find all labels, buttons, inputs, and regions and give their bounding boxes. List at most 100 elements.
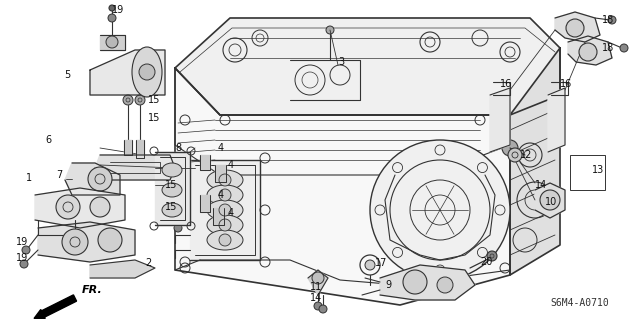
Circle shape xyxy=(219,204,231,216)
Circle shape xyxy=(168,196,176,204)
Text: 15: 15 xyxy=(148,95,161,105)
Circle shape xyxy=(403,270,427,294)
Circle shape xyxy=(22,246,30,254)
Polygon shape xyxy=(200,155,210,170)
Circle shape xyxy=(502,140,518,156)
Text: 16: 16 xyxy=(500,79,512,89)
Text: 13: 13 xyxy=(592,165,604,175)
Circle shape xyxy=(566,19,584,37)
Ellipse shape xyxy=(162,163,182,177)
Text: 20: 20 xyxy=(480,257,492,267)
Circle shape xyxy=(90,197,110,217)
Text: 5: 5 xyxy=(64,70,70,80)
Ellipse shape xyxy=(207,215,243,235)
Circle shape xyxy=(620,44,628,52)
Circle shape xyxy=(437,277,453,293)
Circle shape xyxy=(106,36,118,48)
Bar xyxy=(570,155,605,190)
Text: 15: 15 xyxy=(148,113,161,123)
Text: 15: 15 xyxy=(165,202,177,212)
Text: 4: 4 xyxy=(228,160,234,170)
Polygon shape xyxy=(568,36,612,65)
Ellipse shape xyxy=(132,47,162,97)
Text: 8: 8 xyxy=(176,143,182,153)
Text: 15: 15 xyxy=(165,180,177,190)
Text: 2: 2 xyxy=(145,258,151,268)
Text: 11: 11 xyxy=(310,282,323,292)
Text: 1: 1 xyxy=(26,173,32,183)
Polygon shape xyxy=(555,12,600,42)
Text: 7: 7 xyxy=(56,170,62,180)
Polygon shape xyxy=(510,48,560,275)
Text: 18: 18 xyxy=(602,43,614,53)
Polygon shape xyxy=(213,208,224,225)
FancyArrow shape xyxy=(34,295,77,318)
Text: 14: 14 xyxy=(535,180,547,190)
Circle shape xyxy=(171,211,179,219)
Polygon shape xyxy=(90,50,165,95)
Circle shape xyxy=(370,140,510,280)
Text: 17: 17 xyxy=(375,258,387,268)
Text: 10: 10 xyxy=(545,197,557,207)
Ellipse shape xyxy=(207,200,243,220)
Polygon shape xyxy=(35,188,125,228)
Circle shape xyxy=(108,14,116,22)
Polygon shape xyxy=(100,35,125,50)
Text: 9: 9 xyxy=(385,280,391,290)
Circle shape xyxy=(56,195,80,219)
Circle shape xyxy=(161,178,169,186)
Text: 19: 19 xyxy=(16,253,28,263)
Circle shape xyxy=(326,26,334,34)
Text: 19: 19 xyxy=(16,237,28,247)
Polygon shape xyxy=(155,152,190,225)
Circle shape xyxy=(365,260,375,270)
Polygon shape xyxy=(215,165,226,182)
Text: 16: 16 xyxy=(560,79,572,89)
Polygon shape xyxy=(490,88,510,152)
Polygon shape xyxy=(65,163,120,195)
Circle shape xyxy=(88,167,112,191)
Polygon shape xyxy=(38,222,135,262)
Polygon shape xyxy=(175,18,560,115)
Text: 3: 3 xyxy=(338,57,344,67)
Circle shape xyxy=(219,174,231,186)
Polygon shape xyxy=(548,88,565,152)
Circle shape xyxy=(174,224,182,232)
Text: FR.: FR. xyxy=(82,285,103,295)
Circle shape xyxy=(608,16,616,24)
Text: 19: 19 xyxy=(112,5,124,15)
Circle shape xyxy=(219,189,231,201)
Circle shape xyxy=(123,95,133,105)
Text: 12: 12 xyxy=(520,150,532,160)
Circle shape xyxy=(540,190,560,210)
Text: 14: 14 xyxy=(310,293,323,303)
Text: 4: 4 xyxy=(228,208,234,218)
Circle shape xyxy=(219,219,231,231)
Polygon shape xyxy=(175,68,510,305)
Text: S6M4-A0710: S6M4-A0710 xyxy=(550,298,609,308)
Polygon shape xyxy=(308,270,328,295)
Circle shape xyxy=(109,5,115,11)
Circle shape xyxy=(135,95,145,105)
Circle shape xyxy=(219,234,231,246)
Circle shape xyxy=(20,260,28,268)
Ellipse shape xyxy=(162,203,182,217)
Text: 4: 4 xyxy=(218,143,224,153)
Ellipse shape xyxy=(162,183,182,197)
Circle shape xyxy=(312,272,324,284)
Circle shape xyxy=(98,228,122,252)
Circle shape xyxy=(319,305,327,313)
Polygon shape xyxy=(200,195,210,212)
Polygon shape xyxy=(95,155,175,180)
Circle shape xyxy=(314,302,322,310)
Circle shape xyxy=(487,251,497,261)
Polygon shape xyxy=(380,265,475,300)
Text: 6: 6 xyxy=(46,135,52,145)
Polygon shape xyxy=(190,160,260,260)
Circle shape xyxy=(62,229,88,255)
Ellipse shape xyxy=(207,230,243,250)
Polygon shape xyxy=(535,183,565,218)
Ellipse shape xyxy=(207,170,243,190)
Circle shape xyxy=(139,64,155,80)
Text: 4: 4 xyxy=(218,190,224,200)
